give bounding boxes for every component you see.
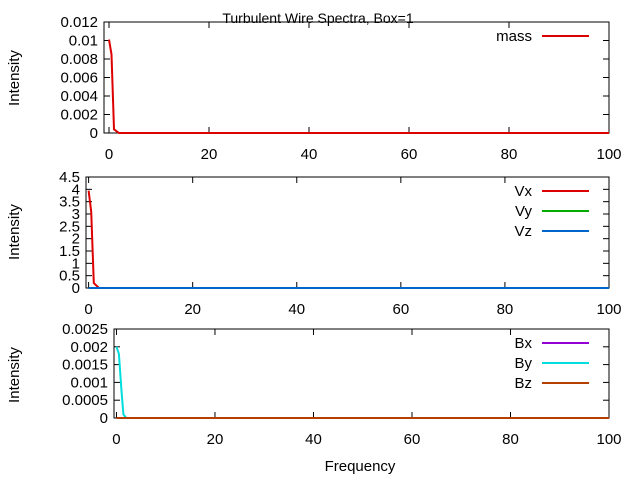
x-tick-label: 0 [105,146,113,163]
y-tick-label: 0.008 [60,51,98,68]
y-tick-label: 3.5 [59,194,80,211]
y-tick-label: 2.5 [59,218,80,235]
y-tick-label: 4 [72,181,80,198]
y-tick-label: 0.5 [59,268,80,285]
x-tick-label: 0 [112,431,120,448]
y-tick-label: 0.001 [70,374,108,391]
plot-frame [103,21,610,134]
legend-label-bx: Bx [514,335,532,352]
x-tick-label: 60 [392,301,409,318]
x-tick-label: 60 [404,431,421,448]
y-tick-label: 2 [72,231,80,248]
y-axis-label: Intensity [6,50,23,106]
legend-label-bz: Bz [514,375,532,392]
y-tick-label: 0.002 [70,339,108,356]
y-axis-label: Intensity [6,347,23,403]
y-tick-label: 0.0005 [62,392,108,409]
series-line-mass [108,39,609,134]
y-tick-label: 3 [72,206,80,223]
plot-frame [113,328,610,419]
figure-title: Turbulent Wire Spectra, Box=1 [222,10,414,26]
y-tick-label: 4.5 [59,169,80,186]
x-tick-label: 80 [502,431,519,448]
y-tick-label: 0 [90,125,98,142]
y-tick-label: 0.0015 [62,357,108,374]
y-tick-label: 1 [72,255,80,272]
x-tick-label: 40 [305,431,322,448]
x-tick-label: 40 [301,146,318,163]
x-tick-label: 100 [596,431,621,448]
x-tick-label: 20 [184,301,201,318]
x-tick-label: 60 [401,146,418,163]
legend-label-vx: Vx [514,183,532,200]
panel-2: 00.511.522.533.544.5 0 20 40 60 80 100 Intensit… [6,169,622,318]
y-tick-label: 0.002 [60,107,98,124]
x-tick-label: 80 [501,146,518,163]
legend-label-vz: Vz [514,223,532,240]
x-tick-label: 20 [201,146,218,163]
y-tick-label: 0.012 [60,14,98,31]
series-line-by [115,346,609,419]
y-tick-label: 0.004 [60,88,98,105]
y-tick-label: 1.5 [59,243,80,260]
x-axis-label: Frequency [325,458,396,475]
y-tick-label: 0.01 [69,33,98,50]
y-tick-label: 0 [100,410,108,427]
x-tick-label: 80 [497,301,514,318]
y-axis-label: Intensity [6,204,23,260]
x-tick-label: 40 [288,301,305,318]
legend-label-mass: mass [496,28,532,45]
y-tick-label: 0 [72,280,80,297]
y-tick-label: 0.0025 [62,321,108,338]
x-tick-label: 20 [207,431,224,448]
legend-label-vy: Vy [515,203,532,220]
legend-label-by: By [514,355,532,372]
x-tick-label: 100 [596,301,621,318]
x-tick-label: 100 [596,146,621,163]
x-tick-label: 0 [84,301,92,318]
y-tick-label: 0.006 [60,70,98,87]
